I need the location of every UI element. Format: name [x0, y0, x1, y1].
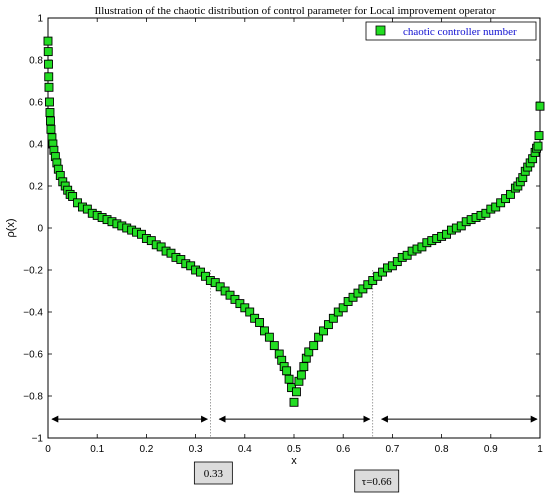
- y-tick-label: −0.4: [23, 308, 43, 319]
- data-point: [299, 362, 309, 372]
- threshold-callouts: 0.33 τ=0.66: [193, 461, 400, 493]
- x-tick-label: 0.3: [189, 444, 203, 455]
- y-tick-label: 0.8: [29, 56, 43, 67]
- data-point: [284, 374, 294, 384]
- legend: chaotic controller number: [365, 21, 537, 41]
- data-point: [46, 124, 56, 134]
- x-tick-label: 0.7: [385, 444, 399, 455]
- data-point: [338, 303, 348, 313]
- threshold-callout-label: 0.33: [204, 468, 224, 480]
- x-tick-label: 0.6: [336, 444, 350, 455]
- legend-marker-icon: [375, 25, 386, 36]
- data-point: [535, 101, 545, 111]
- legend-label: chaotic controller number: [403, 26, 517, 38]
- y-tick-label: −0.6: [23, 350, 43, 361]
- data-point: [506, 189, 515, 199]
- data-point: [68, 192, 78, 201]
- y-tick-label: 0.4: [29, 140, 43, 151]
- y-tick-label: −0.2: [23, 266, 43, 277]
- x-axis-label: x: [291, 455, 297, 467]
- y-tick-label: 0.2: [29, 182, 43, 193]
- data-point: [44, 82, 54, 92]
- data-points: [43, 36, 545, 407]
- data-point: [43, 36, 53, 46]
- data-point: [323, 320, 333, 330]
- data-point: [269, 341, 279, 351]
- threshold-callout-label: τ=0.66: [362, 476, 392, 488]
- data-point: [289, 397, 299, 407]
- data-point: [43, 47, 53, 57]
- data-point: [328, 313, 338, 323]
- data-point: [46, 116, 55, 126]
- data-point: [314, 332, 324, 342]
- data-point: [282, 366, 292, 376]
- data-point: [264, 332, 274, 342]
- x-tick-label: 0.2: [139, 444, 153, 455]
- x-axis-ticks: 0 0.1 0.2 0.3 0.4 0.5 0.6 0.7 0.8 0.9 1: [45, 18, 543, 455]
- data-point: [319, 326, 328, 336]
- x-tick-label: 1: [537, 444, 543, 455]
- x-tick-label: 0.5: [287, 444, 301, 455]
- legend-box: [365, 21, 537, 41]
- x-tick-label: 0: [45, 444, 51, 455]
- data-point: [533, 141, 543, 151]
- threshold-callout-box: [193, 461, 233, 485]
- y-tick-label: 0: [37, 224, 43, 235]
- x-tick-label: 0.8: [435, 444, 449, 455]
- data-point: [292, 387, 301, 397]
- data-point: [45, 108, 55, 117]
- data-point: [260, 326, 269, 336]
- y-tick-label: 1: [37, 14, 43, 25]
- threshold-lines: [210, 270, 374, 438]
- data-point: [296, 370, 306, 380]
- data-point: [309, 341, 319, 351]
- threshold-callout-box: [354, 469, 400, 493]
- y-tick-label: −1: [32, 434, 44, 445]
- data-point: [45, 97, 54, 107]
- x-tick-label: 0.9: [484, 444, 498, 455]
- data-point: [304, 347, 314, 357]
- y-tick-label: 0.6: [29, 98, 43, 109]
- x-tick-label: 0.4: [238, 444, 252, 455]
- data-point: [534, 131, 544, 141]
- chart-title: Illustration of the chaotic distribution…: [94, 5, 495, 17]
- data-point: [255, 318, 265, 327]
- data-point: [44, 59, 53, 69]
- y-axis-label: ρ(x): [5, 218, 17, 237]
- data-point: [245, 307, 255, 317]
- y-tick-label: −0.8: [23, 392, 43, 403]
- data-point: [44, 72, 54, 82]
- x-tick-label: 0.1: [90, 444, 104, 455]
